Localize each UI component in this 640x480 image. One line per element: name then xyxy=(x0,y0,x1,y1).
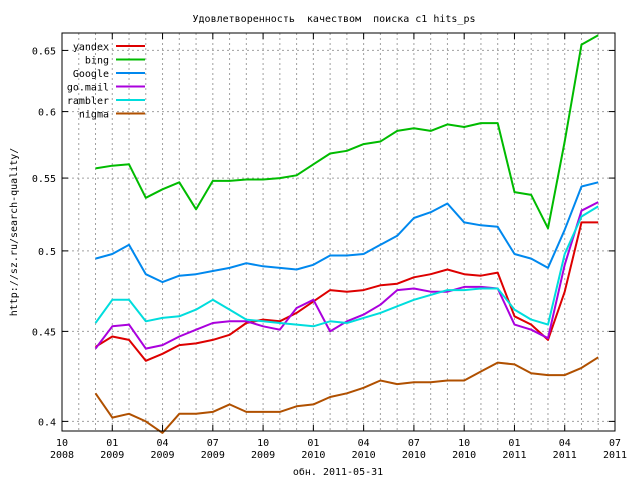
legend-label: go.mail xyxy=(67,83,109,94)
series-line-go-mail xyxy=(94,201,599,350)
legend: yandex bing Google go.mail rambler nigma xyxy=(67,42,145,121)
series-line-bing xyxy=(95,34,599,230)
x-tick-label-month: 07 xyxy=(609,438,621,449)
axis-ticks: 1020080120090420090720091020090120100420… xyxy=(32,33,627,461)
x-tick-label-year: 2011 xyxy=(502,450,526,461)
x-tick-label-year: 2009 xyxy=(251,450,275,461)
x-tick-label-month: 10 xyxy=(257,438,269,449)
x-tick-label-month: 01 xyxy=(307,438,319,449)
x-tick-label-month: 04 xyxy=(157,438,169,449)
x-tick-label-year: 2009 xyxy=(100,450,124,461)
x-tick-label-month: 04 xyxy=(559,438,571,449)
x-tick-label-month: 01 xyxy=(508,438,520,449)
x-tick-label-year: 2010 xyxy=(402,450,426,461)
y-tick-label: 0.55 xyxy=(32,174,56,185)
series-line-nigma xyxy=(94,356,599,434)
x-tick-label-month: 01 xyxy=(106,438,118,449)
legend-label: yandex xyxy=(73,42,109,53)
legend-label: nigma xyxy=(79,110,109,121)
series-line-google xyxy=(95,181,599,284)
legend-label: rambler xyxy=(67,96,109,107)
x-tick-label-month: 10 xyxy=(458,438,470,449)
y-tick-label: 0.6 xyxy=(38,108,56,119)
x-tick-label-year: 2010 xyxy=(452,450,476,461)
y-tick-label: 0.65 xyxy=(32,46,56,57)
x-tick-label-month: 07 xyxy=(408,438,420,449)
x-tick-label-year: 2008 xyxy=(50,450,74,461)
x-tick-label-month: 04 xyxy=(358,438,370,449)
chart-title: Удовлетворенность качеством поиска c1 hi… xyxy=(193,14,476,25)
x-tick-label-year: 2009 xyxy=(201,450,225,461)
y-axis-label: http://sz.ru/search-quality/ xyxy=(9,148,20,317)
x-tick-label-year: 2010 xyxy=(301,450,325,461)
x-axis-label: обн. 2011-05-31 xyxy=(293,466,383,478)
x-tick-label-year: 2011 xyxy=(603,450,627,461)
x-tick-label-month: 07 xyxy=(207,438,219,449)
legend-label: Google xyxy=(73,69,109,80)
x-tick-label-year: 2010 xyxy=(352,450,376,461)
x-tick-label-year: 2011 xyxy=(553,450,577,461)
series-lines xyxy=(94,34,599,434)
x-tick-label-year: 2009 xyxy=(150,450,174,461)
y-tick-label: 0.5 xyxy=(38,247,56,258)
series-line-rambler xyxy=(94,205,599,328)
y-tick-label: 0.4 xyxy=(38,417,56,428)
y-tick-label: 0.45 xyxy=(32,327,56,338)
plot-frame xyxy=(61,32,616,432)
x-tick-label-month: 10 xyxy=(56,438,68,449)
series-line-yandex xyxy=(94,221,599,362)
legend-label: bing xyxy=(85,56,109,67)
grid xyxy=(62,33,615,431)
